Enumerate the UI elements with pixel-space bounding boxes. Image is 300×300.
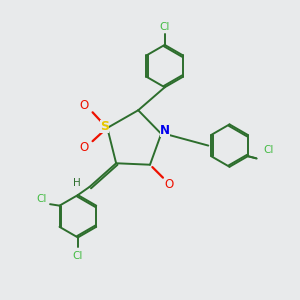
Text: H: H: [74, 178, 81, 188]
Text: S: S: [100, 120, 109, 133]
Text: Cl: Cl: [160, 22, 170, 32]
Text: O: O: [79, 99, 88, 112]
Text: Cl: Cl: [36, 194, 46, 204]
Text: O: O: [79, 141, 88, 154]
Text: Cl: Cl: [264, 145, 274, 155]
Text: N: N: [160, 124, 170, 137]
Text: O: O: [164, 178, 173, 191]
Text: Cl: Cl: [73, 251, 83, 261]
